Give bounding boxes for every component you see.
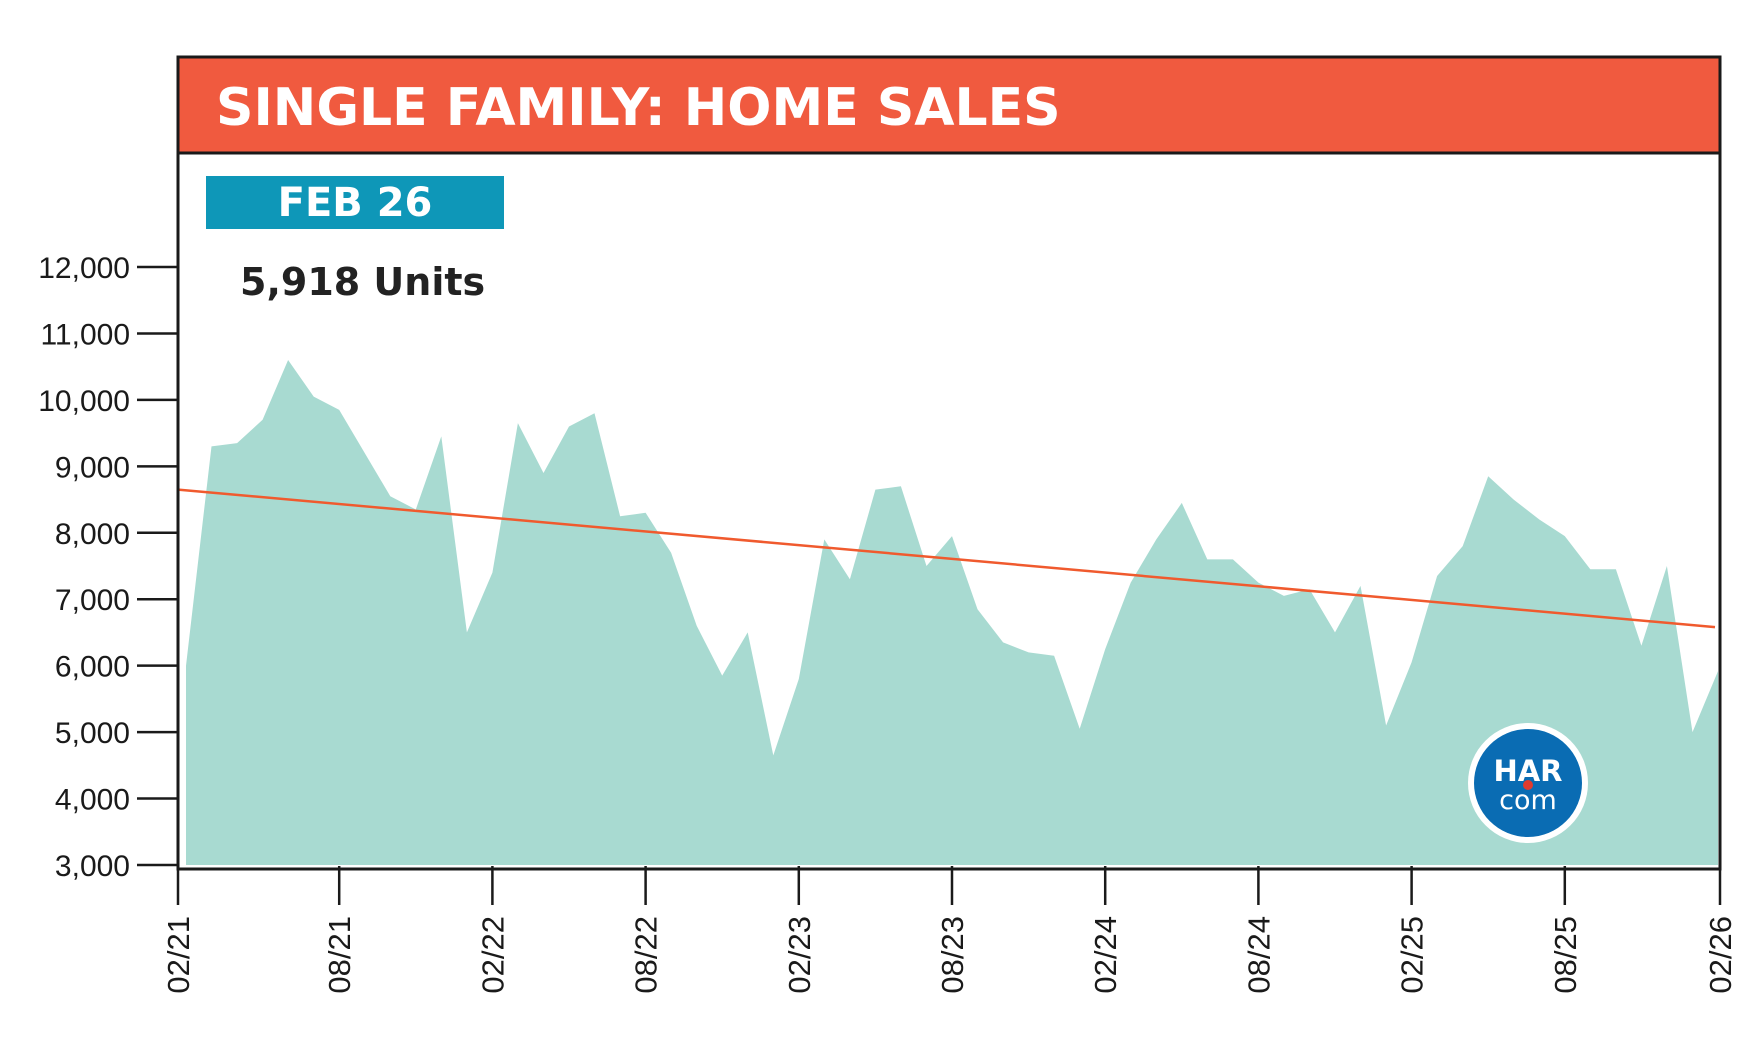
- x-axis: 02/21 08/21 02/22 08/22 02/23 08/23 02/24 08/24…: [161, 866, 1738, 994]
- x-tick-label: 02/26: [1703, 916, 1738, 994]
- logo-dot: [1523, 780, 1533, 790]
- y-tick-label: 6,000: [55, 651, 130, 684]
- y-tick-label: 11,000: [40, 318, 130, 351]
- y-tick-label: 12,000: [38, 252, 130, 285]
- plot-border: [176, 55, 1722, 871]
- y-tick-label: 7,000: [55, 584, 130, 617]
- x-tick-label: 08/22: [629, 916, 664, 994]
- x-tick-label: 02/22: [475, 916, 510, 994]
- period-badge-label: FEB 26: [278, 180, 433, 226]
- y-tick-label: 8,000: [55, 518, 130, 551]
- y-tick-label: 9,000: [55, 451, 130, 484]
- x-tick-label: 02/23: [782, 916, 817, 994]
- har-logo: HAR com: [1468, 723, 1588, 843]
- x-tick-label: 08/24: [1241, 916, 1276, 994]
- chart-title: SINGLE FAMILY: HOME SALES: [216, 78, 1061, 138]
- x-tick-label: 08/25: [1548, 916, 1583, 994]
- current-value: 5,918 Units: [240, 260, 485, 304]
- x-tick-label: 02/24: [1088, 916, 1123, 994]
- y-axis: 3,000 4,000 5,000 6,000 7,000 8,000 9,000 10,00…: [38, 252, 178, 883]
- y-tick-label: 3,000: [55, 850, 130, 883]
- logo-line2: com: [1499, 785, 1557, 816]
- period-badge: [206, 176, 504, 229]
- sales-area: [186, 360, 1718, 865]
- trend-line: [177, 488, 1716, 629]
- y-tick-label: 4,000: [55, 784, 130, 817]
- y-tick-label: 10,000: [38, 385, 130, 418]
- x-tick-label: 08/23: [935, 916, 970, 994]
- x-tick-label: 02/21: [161, 916, 196, 994]
- y-tick-label: 5,000: [55, 717, 130, 750]
- x-tick-label: 08/21: [322, 916, 357, 994]
- x-tick-label: 02/25: [1395, 916, 1430, 994]
